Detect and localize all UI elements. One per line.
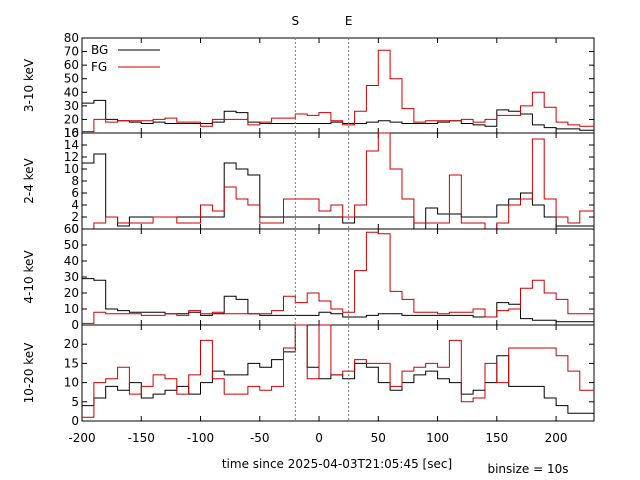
y-tick-label: 0	[71, 222, 79, 236]
y-tick-label: 12	[64, 150, 79, 164]
x-tick-label: -150	[128, 431, 155, 445]
marker-label-s: S	[292, 14, 300, 28]
y-tick-label: 40	[64, 85, 79, 99]
y-tick-label: 16	[64, 126, 79, 140]
x-tick-label: 100	[426, 431, 449, 445]
x-tick-label: 50	[371, 431, 386, 445]
y-tick-label: 60	[64, 58, 79, 72]
x-tick-label: -200	[68, 431, 95, 445]
y-tick-label: 0	[71, 414, 79, 428]
y-tick-label: 20	[64, 286, 79, 300]
y-tick-label: 10	[64, 376, 79, 390]
y-tick-label: 4	[71, 198, 79, 212]
binsize-label: binsize = 10s	[487, 462, 568, 476]
x-tick-label: -100	[187, 431, 214, 445]
y-tick-label: 15	[64, 356, 79, 370]
panel-4: 0 5 10 15 20 10-20 keV	[22, 324, 595, 428]
x-tick-label: 150	[485, 431, 508, 445]
series-bg-line	[82, 278, 594, 323]
y-tick-label: 50	[64, 238, 79, 252]
y-tick-label: 50	[64, 72, 79, 86]
x-tick-label: -50	[250, 431, 270, 445]
y-tick-label: 30	[64, 99, 79, 113]
legend: BG FG	[91, 43, 160, 74]
y-tick-label: 8	[71, 174, 79, 188]
y-tick-label: 6	[71, 186, 79, 200]
series-bg-line	[82, 324, 594, 414]
x-tick-label: 0	[315, 431, 323, 445]
panel-3: 0 10 20 30 40 50 60 4-10 keV	[22, 222, 595, 332]
y-tick-label: 10	[64, 162, 79, 176]
y-axis-label: 10-20 keV	[22, 342, 36, 404]
x-tick-label: 200	[545, 431, 568, 445]
series-bg-line	[82, 153, 594, 230]
panel-frame	[81, 324, 595, 422]
legend-label-fg: FG	[91, 60, 107, 74]
x-axis: -200 -150 -100 -50 0 50 100 150 200	[68, 431, 567, 445]
panel-frame	[81, 132, 595, 230]
series-fg-line	[82, 132, 594, 230]
y-tick-label: 80	[64, 31, 79, 45]
x-axis-label: time since 2025-04-03T21:05:45 [sec]	[222, 457, 452, 471]
panel-frame	[81, 37, 595, 134]
panel-frame	[81, 228, 595, 326]
series-fg-line	[82, 49, 594, 133]
marker-label-e: E	[345, 14, 353, 28]
y-tick-label: 5	[71, 395, 79, 409]
y-tick-label: 40	[64, 254, 79, 268]
y-tick-label: 2	[71, 210, 79, 224]
y-tick-label: 10	[64, 126, 79, 140]
y-tick-label: 20	[64, 112, 79, 126]
y-axis-label: 2-4 keV	[22, 157, 36, 203]
legend-label-bg: BG	[91, 43, 108, 57]
y-axis-label: 4-10 keV	[22, 250, 36, 304]
y-tick-label: 70	[64, 45, 79, 59]
y-tick-label: 14	[64, 138, 79, 152]
y-axis-label: 3-10 keV	[22, 58, 36, 112]
y-tick-label: 10	[64, 302, 79, 316]
y-tick-label: 60	[64, 222, 79, 236]
y-tick-label: 30	[64, 270, 79, 284]
series-fg-line	[82, 231, 594, 324]
series-fg-line	[82, 324, 594, 418]
y-tick-label: 20	[64, 337, 79, 351]
y-tick-label: 0	[71, 318, 79, 332]
